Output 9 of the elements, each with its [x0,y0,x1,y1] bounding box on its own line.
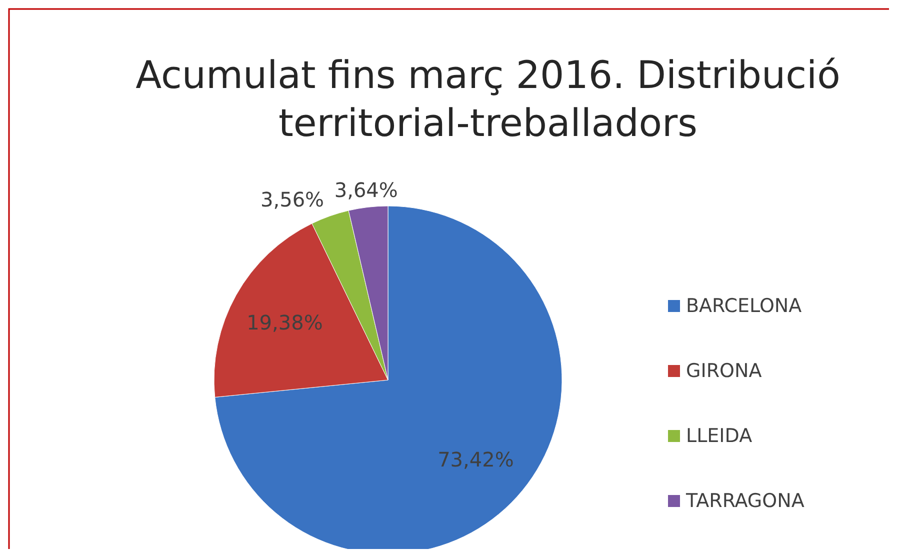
data-label: 19,38% [246,310,323,334]
legend-label: TARRAGONA [685,490,804,512]
chart-title: Acumulat fins març 2016. Distribució territorial-treballadors [136,53,840,145]
data-label: 73,42% [438,447,514,472]
legend-label: GIRONA [686,360,762,382]
data-label: 3,56% [260,188,324,212]
legend-label: LLEIDA [686,425,752,447]
legend-label: BARCELONA [686,295,802,317]
data-label: 3,64% [334,178,398,202]
